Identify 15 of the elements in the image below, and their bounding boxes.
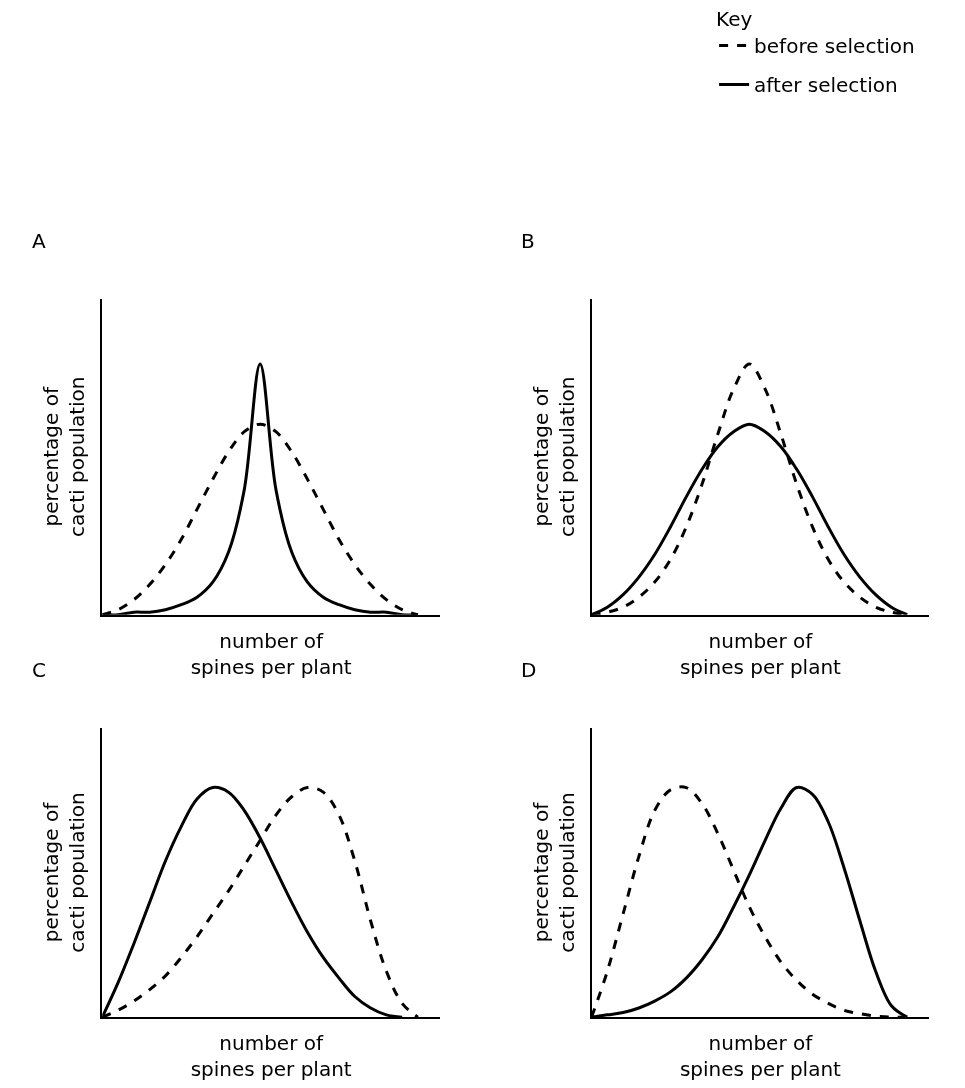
chart-title: A: [32, 229, 46, 253]
chart-title: D: [521, 658, 537, 682]
legend-title: Key: [716, 7, 753, 31]
y-axis-title: percentage of cacti population: [39, 376, 90, 537]
y-axis-title: percentage of cacti population: [528, 376, 579, 537]
chart-title: B: [521, 229, 535, 253]
y-axis-title: percentage of cacti population: [39, 792, 90, 953]
legend-label: before selection: [754, 34, 915, 59]
x-axis-title: number of spines per plant: [190, 628, 352, 679]
legend-label: after selection: [754, 73, 898, 98]
x-axis-title: number of spines per plant: [679, 628, 842, 679]
x-axis-title: number of spines per plant: [190, 1031, 352, 1082]
y-axis-title: percentage of cacti population: [528, 792, 579, 953]
x-axis-title: number of spines per plant: [679, 1031, 842, 1082]
chart-title: C: [32, 658, 46, 682]
